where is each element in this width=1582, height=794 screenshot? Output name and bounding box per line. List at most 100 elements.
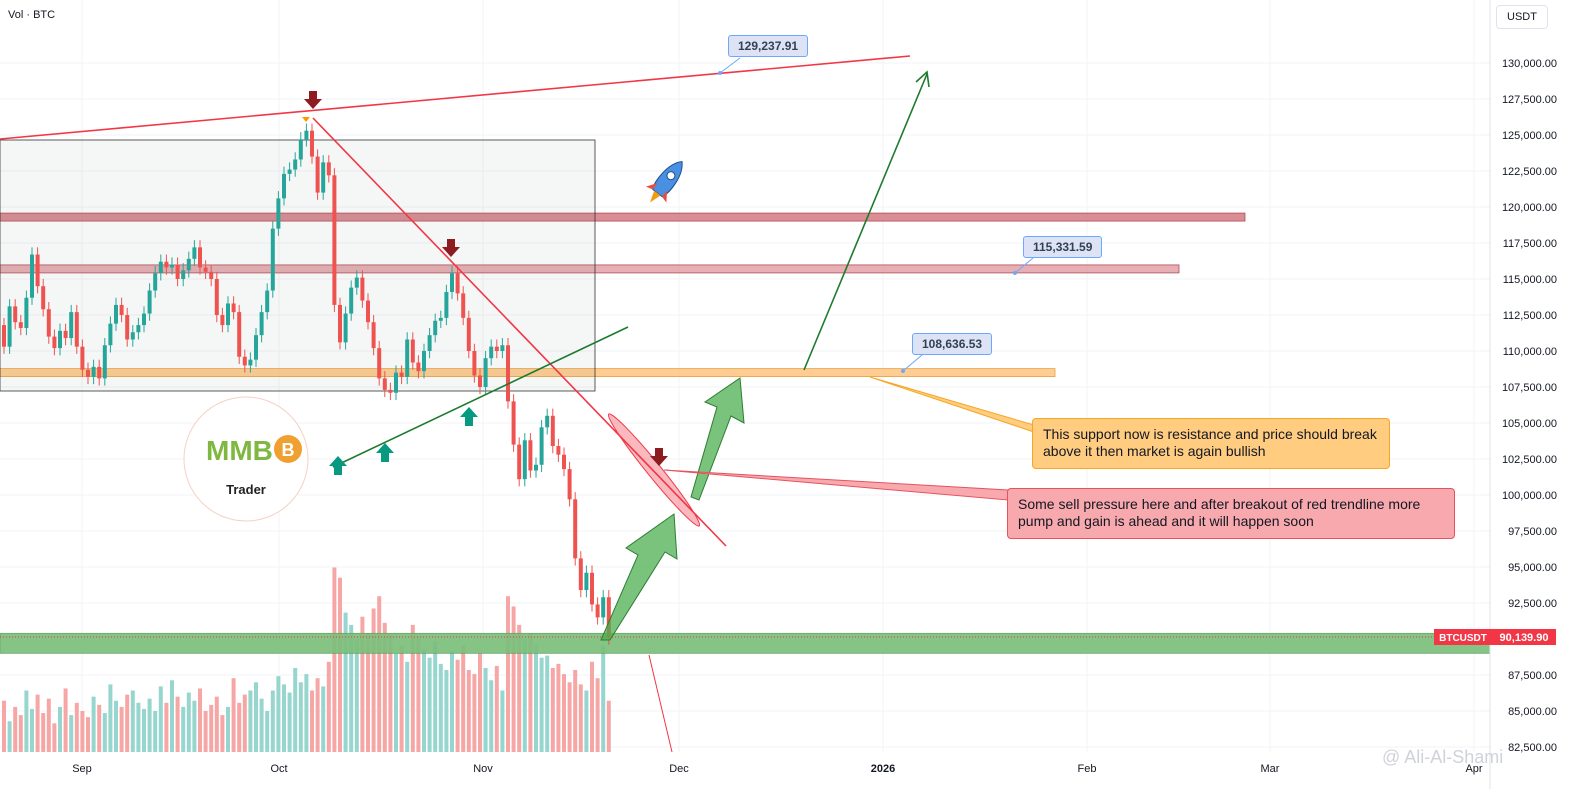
price-label-leader bbox=[902, 354, 923, 372]
volume-bar bbox=[500, 690, 505, 752]
candle-up bbox=[69, 312, 74, 339]
candle-up bbox=[259, 312, 264, 336]
candle-up bbox=[58, 330, 62, 349]
volume-bar bbox=[298, 682, 303, 752]
candle-down bbox=[203, 267, 208, 272]
volume-bar bbox=[170, 680, 174, 752]
volume-bar bbox=[489, 680, 494, 752]
price-label-108k[interactable]: 108,636.53 bbox=[912, 333, 993, 355]
marker-down-right bbox=[650, 448, 668, 466]
x-tick-label: Mar bbox=[1261, 763, 1280, 775]
candle-up bbox=[545, 415, 550, 428]
volume-bar bbox=[556, 663, 561, 752]
volume-bar bbox=[590, 661, 594, 752]
volume-bar bbox=[24, 690, 29, 752]
candle-down bbox=[399, 372, 404, 377]
candle-up bbox=[282, 173, 286, 199]
volume-bar bbox=[153, 711, 158, 752]
candle-down bbox=[338, 304, 342, 343]
volume-bar bbox=[326, 661, 331, 752]
x-tick-label: Oct bbox=[270, 763, 287, 775]
volume-bar bbox=[130, 690, 135, 752]
volume-bar bbox=[422, 649, 426, 752]
candle-up bbox=[427, 335, 432, 351]
volume-bar bbox=[550, 667, 555, 752]
volume-bar bbox=[595, 678, 600, 752]
candle-down bbox=[578, 558, 583, 591]
volume-bar bbox=[158, 686, 163, 752]
x-tick-label: Nov bbox=[473, 763, 493, 775]
candle-up bbox=[422, 351, 426, 372]
candle-up bbox=[298, 139, 303, 160]
candle-up bbox=[130, 332, 135, 340]
y-tick-label: 107,500.00 bbox=[1502, 382, 1557, 394]
rocket-flame bbox=[649, 190, 661, 203]
volume-bar bbox=[321, 686, 326, 752]
candle-up bbox=[153, 273, 158, 291]
candle-up bbox=[181, 270, 186, 279]
candle-down bbox=[220, 315, 225, 326]
candle-down bbox=[573, 499, 578, 559]
candle-up bbox=[226, 303, 230, 326]
volume-bar bbox=[388, 635, 393, 752]
y-tick-label: 127,500.00 bbox=[1502, 94, 1557, 106]
candle-down bbox=[52, 336, 57, 349]
y-tick-label: 97,500.00 bbox=[1508, 526, 1557, 538]
candle-down bbox=[556, 446, 561, 455]
candle-down bbox=[63, 330, 68, 339]
volume-bar bbox=[394, 653, 398, 752]
y-tick-label: 92,500.00 bbox=[1508, 598, 1557, 610]
arrow-up-2 bbox=[690, 377, 745, 501]
volume-bar bbox=[382, 622, 387, 752]
resistance-119k bbox=[0, 212, 1246, 222]
arrow-up-1 bbox=[600, 513, 678, 641]
candle-up bbox=[483, 358, 488, 387]
volume-bar bbox=[472, 674, 477, 752]
volume-bar bbox=[287, 692, 292, 752]
y-tick-label: 85,000.00 bbox=[1508, 706, 1557, 718]
candle-up bbox=[522, 440, 527, 480]
candle-down bbox=[332, 175, 337, 305]
candle-up bbox=[444, 291, 449, 318]
x-tick-label: Dec bbox=[669, 763, 689, 775]
y-tick-label: 120,000.00 bbox=[1502, 202, 1557, 214]
price-label-129k[interactable]: 129,237.91 bbox=[728, 35, 809, 57]
candle-up bbox=[30, 254, 34, 298]
rocket-fins bbox=[645, 183, 668, 203]
range-box bbox=[0, 139, 596, 392]
volume-bar bbox=[349, 624, 354, 752]
candle-up bbox=[354, 277, 359, 288]
candle-up bbox=[24, 297, 29, 328]
currency-button[interactable]: USDT bbox=[1496, 5, 1548, 29]
callout-pointer-support bbox=[869, 376, 1035, 433]
marker-up-1 bbox=[329, 456, 347, 475]
price-axis[interactable]: 130,000.00 127,500.00 125,000.00 122,500.00… bbox=[72, 0, 1557, 789]
candle-up bbox=[136, 325, 141, 333]
candle-down bbox=[231, 303, 236, 313]
y-tick-label: 102,500.00 bbox=[1502, 454, 1557, 466]
volume-bar bbox=[354, 639, 359, 752]
x-tick-label: 2026 bbox=[871, 763, 895, 775]
candle-up bbox=[321, 162, 326, 193]
volume-bar bbox=[125, 694, 130, 752]
candle-down bbox=[461, 293, 466, 318]
volume-bar bbox=[310, 690, 314, 752]
volume-bar bbox=[438, 663, 443, 752]
candle-down bbox=[164, 261, 169, 268]
callout-sell-pressure[interactable]: Some sell pressure here and after breako… bbox=[1007, 488, 1455, 539]
candle-up bbox=[534, 464, 538, 471]
volume-bar bbox=[237, 702, 242, 752]
candle-up bbox=[265, 290, 270, 313]
volume-bar bbox=[517, 624, 522, 752]
volume-bar bbox=[478, 653, 482, 752]
callout-support-resistance[interactable]: This support now is resistance and price… bbox=[1032, 418, 1390, 469]
volume-bar bbox=[377, 596, 382, 752]
volume-bar bbox=[522, 639, 527, 752]
candle-up bbox=[489, 346, 494, 359]
price-label-115k[interactable]: 115,331.59 bbox=[1023, 236, 1103, 258]
volume-bar bbox=[86, 717, 90, 752]
volume-legend: Vol · BTC bbox=[8, 9, 56, 21]
volume-bar bbox=[461, 645, 466, 752]
